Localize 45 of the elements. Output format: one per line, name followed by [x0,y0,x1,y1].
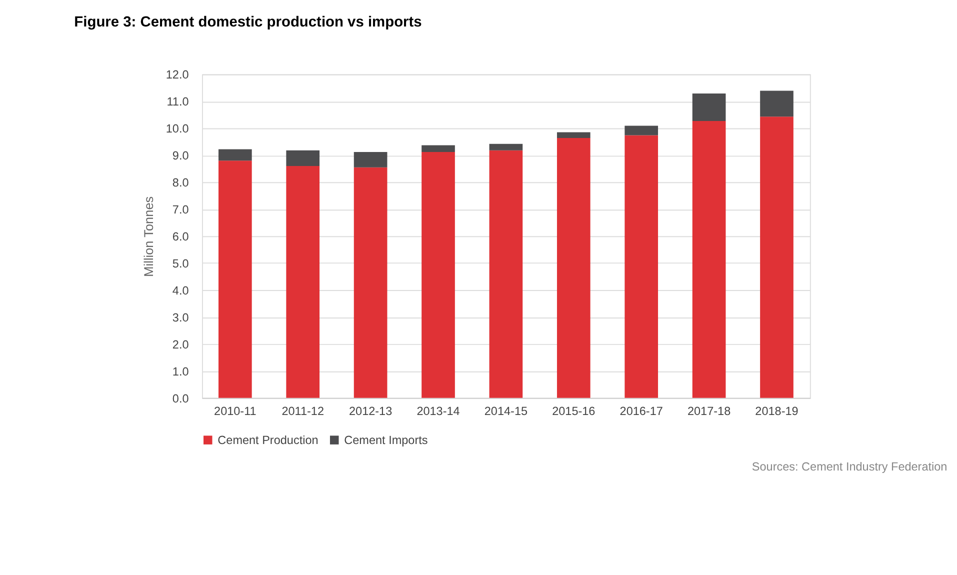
x-tick-label: 2012-13 [348,405,393,418]
x-tick-label: 2018-19 [755,405,798,418]
y-tick-label: 6.0 [172,230,190,244]
y-axis-title: Million Tonnes [141,196,156,277]
x-tick-label: 2013-14 [416,405,460,418]
bar [556,132,590,138]
bar [286,166,320,398]
source-note: Sources: Cement Industry Federation [752,460,948,474]
y-tick-label: 1.0 [172,365,190,378]
bar [692,120,726,398]
bar [422,152,455,398]
y-tick-label: 7.0 [172,204,190,217]
bar [354,152,388,168]
bar [489,150,523,398]
y-tick-label: 4.0 [172,284,190,298]
bar [218,149,252,161]
x-tick-label: 2010-11 [214,405,256,418]
y-tick-label: 0.0 [172,392,190,406]
chart-title: Figure 3: Cement domestic production vs imports [74,14,422,30]
bar [354,167,388,398]
y-tick-label: 3.0 [172,311,190,324]
bar [489,144,523,150]
y-tick-label: 9.0 [172,150,190,163]
x-tick-label: 2011-12 [282,405,324,418]
legend-label: Cement Production [218,434,318,447]
bar [286,150,320,166]
x-tick-label: 2015-16 [552,405,596,418]
legend-label: Cement Imports [344,434,428,447]
y-tick-label: 5.0 [172,257,190,270]
y-tick-label: 10.0 [166,122,190,136]
y-tick-label: 12.0 [166,68,190,82]
x-tick-label: 2014-15 [484,405,528,418]
bar [624,126,658,136]
y-tick-label: 11.0 [166,96,190,109]
bar [422,145,455,152]
x-tick-label: 2016-17 [620,405,663,418]
bar [556,138,590,398]
bar [624,135,658,398]
bar [692,93,726,121]
y-tick-label: 8.0 [172,176,190,190]
x-tick-label: 2017-18 [687,405,732,418]
bar [218,160,252,398]
bar [760,116,794,398]
bar [760,90,794,117]
y-tick-label: 2.0 [172,338,190,352]
